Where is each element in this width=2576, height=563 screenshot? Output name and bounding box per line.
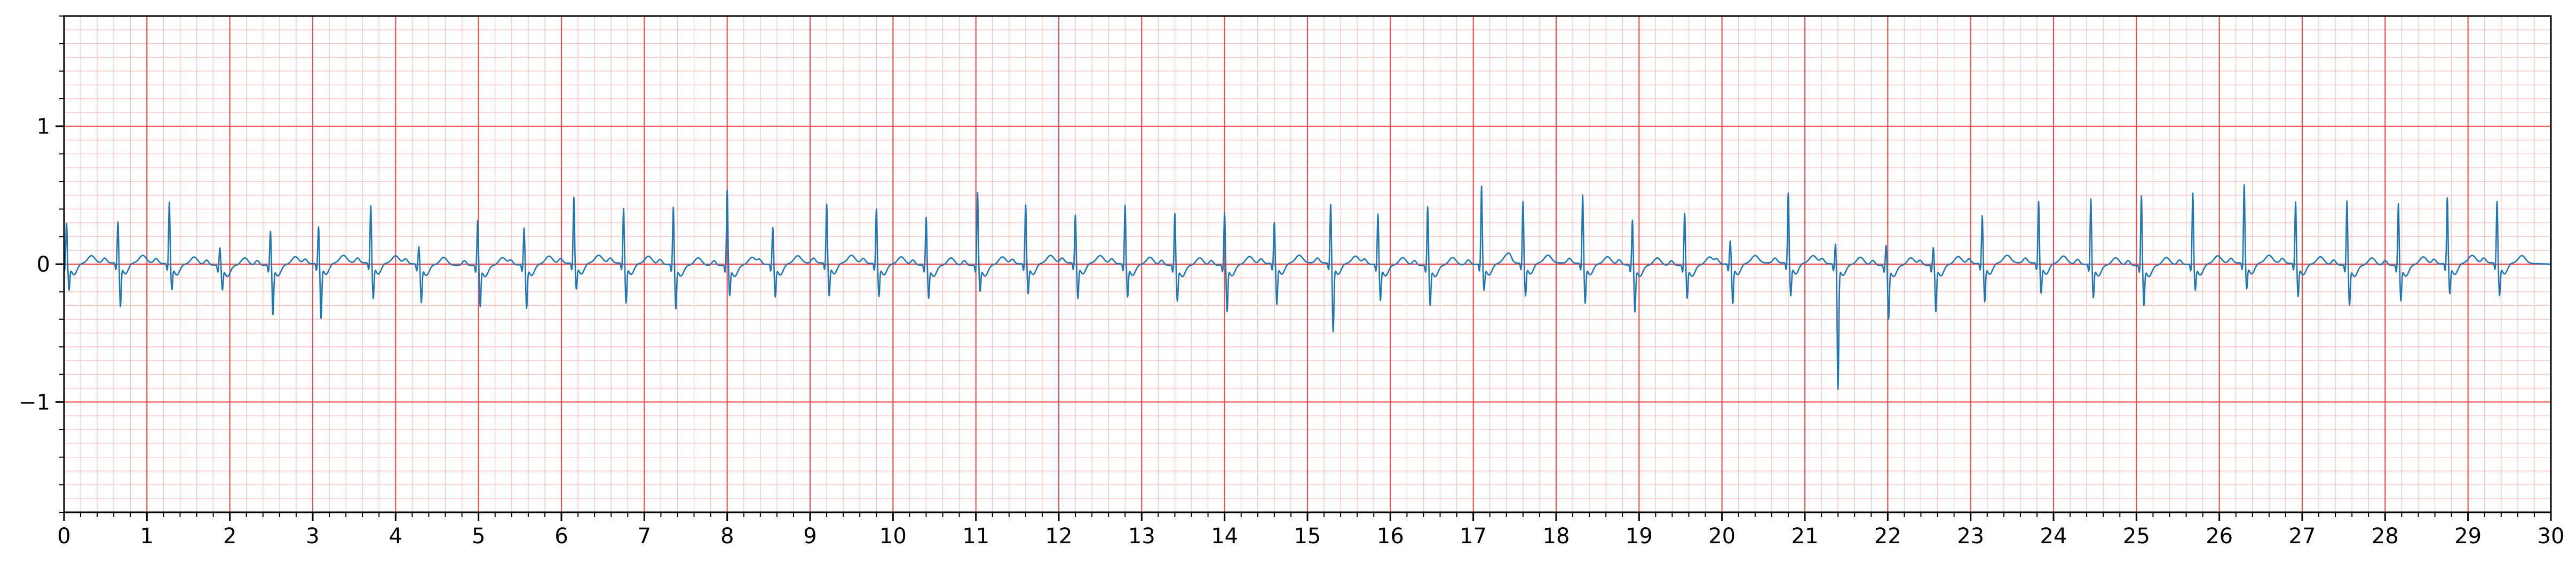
x-tick-label: 18: [1543, 524, 1570, 549]
x-tick-label: 14: [1211, 524, 1238, 549]
x-tick-label: 10: [879, 524, 907, 549]
x-tick-label: 6: [554, 524, 568, 549]
x-tick-label: 27: [2289, 524, 2316, 549]
x-tick-label: 30: [2538, 524, 2565, 549]
x-tick-label: 15: [1294, 524, 1321, 549]
x-tick-label: 5: [472, 524, 485, 549]
x-tick-label: 25: [2123, 524, 2150, 549]
trace-layer: [63, 184, 2551, 390]
x-axis: 0 1 2 3 4 5 6 7 8 9 10 11 12 13 14 15 16 17 18 19 20 21 22 23 24…: [57, 512, 2564, 549]
x-tick-label: 21: [1792, 524, 1819, 549]
x-tick-label: 19: [1626, 524, 1653, 549]
y-tick-label: −1: [19, 390, 50, 415]
ecg-trace-line: [63, 184, 2551, 390]
x-tick-label: 13: [1128, 524, 1155, 549]
x-tick-label: 23: [1957, 524, 1984, 549]
x-tick-label: 22: [1874, 524, 1901, 549]
y-axis: −1 0 1: [19, 15, 64, 513]
y-tick-label: 0: [37, 252, 50, 277]
x-tick-label: 1: [140, 524, 154, 549]
x-tick-label: 12: [1045, 524, 1073, 549]
x-tick-label: 20: [1708, 524, 1735, 549]
x-tick-label: 17: [1460, 524, 1487, 549]
y-tick-label: 1: [37, 115, 50, 139]
x-tick-label: 11: [962, 524, 989, 549]
x-tick-label: 4: [389, 524, 402, 549]
x-tick-label: 2: [223, 524, 236, 549]
x-tick-label: 0: [57, 524, 70, 549]
x-tick-label: 29: [2454, 524, 2482, 549]
x-tick-label: 16: [1377, 524, 1404, 549]
x-tick-label: 3: [306, 524, 319, 549]
x-tick-label: 28: [2372, 524, 2399, 549]
x-tick-label: 8: [720, 524, 734, 549]
x-tick-label: 24: [2040, 524, 2067, 549]
x-tick-label: 7: [638, 524, 651, 549]
x-tick-label: 9: [803, 524, 817, 549]
x-tick-label: 26: [2206, 524, 2233, 549]
